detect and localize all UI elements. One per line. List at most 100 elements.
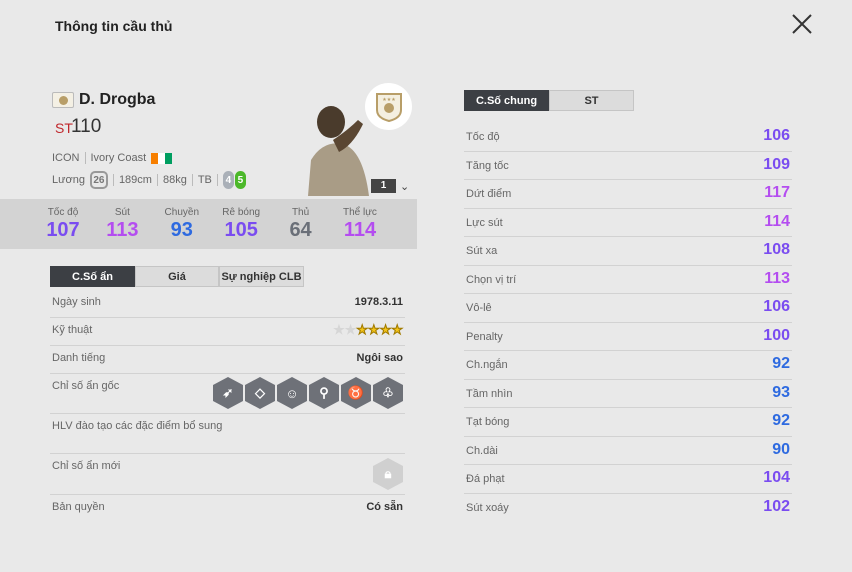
row-traits: Chỉ số ẩn gốc ➶ ◇ ☺ ⚲ ♉ ♧: [50, 374, 405, 414]
value: Ngôi sao: [356, 352, 403, 364]
stat-label: Chọn vị trí: [466, 273, 517, 286]
stat-value: 106: [763, 127, 790, 144]
stat-label: Tốc độ: [466, 131, 500, 143]
label: Bản quyền: [52, 501, 105, 513]
ivory-coast-flag-icon: [151, 152, 173, 164]
stat-value: 106: [763, 298, 790, 315]
lock-icon[interactable]: 🔒︎: [373, 458, 403, 490]
stat-value: 108: [763, 241, 790, 258]
stat-label: Tầm nhìn: [466, 387, 513, 400]
skill-foot-icon: 5: [234, 171, 246, 189]
stat-label: Sút: [114, 207, 130, 218]
stat-value: 92: [772, 412, 790, 429]
stat-label: Tạt bóng: [466, 416, 510, 428]
summary-stats: Tốc độ 107 Sút 113 Chuyền 93 Rê bóng 105 Thủ…: [0, 199, 417, 249]
level-selector[interactable]: 1: [371, 179, 396, 193]
stat-row: Tốc độ 106: [464, 123, 792, 152]
stat-value: 100: [763, 326, 790, 344]
star-filled-icon: ★: [391, 322, 403, 338]
trait-icons: ➶ ◇ ☺ ⚲ ♉ ♧: [211, 377, 403, 409]
summary-stat: Rê bóng 105: [216, 199, 266, 249]
stat-row: Sút xa 108: [464, 237, 792, 266]
player-physical: Lương 26 189cm 88kg TB 4 5: [52, 171, 246, 189]
bull-icon[interactable]: ♉: [341, 377, 371, 409]
stat-label: Dứt điểm: [466, 188, 512, 200]
stat-label: Thể lực: [342, 207, 377, 218]
label: Kỹ thuật: [52, 324, 93, 336]
player-name: D. Drogba: [79, 91, 156, 108]
stat-row: Vô-lê 106: [464, 294, 792, 323]
stat-label: Chuyền: [164, 207, 200, 218]
tab-price[interactable]: Giá: [135, 266, 219, 287]
weight: 88kg: [162, 174, 187, 186]
lungs-icon[interactable]: ♧: [373, 377, 403, 409]
season-label: ICON: [52, 152, 80, 164]
label: HLV đào tạo các đặc điểm bổ sung: [52, 420, 223, 432]
stat-label: Ch.dài: [466, 444, 498, 457]
label: Danh tiếng: [52, 352, 106, 364]
stat-row: Penalty 100: [464, 323, 792, 351]
row-coach-traits: HLV đào tạo các đặc điểm bổ sung: [50, 414, 405, 454]
stat-label: Ch.ngắn: [466, 359, 508, 371]
skill-stars: ★★★★★★: [333, 322, 403, 338]
label: Chỉ số ẩn gốc: [52, 380, 120, 392]
stat-value: 102: [763, 497, 790, 515]
finesse-shot-icon[interactable]: ➶: [213, 377, 243, 409]
icon-season-badge: [52, 92, 74, 108]
stat-label: Penalty: [466, 330, 503, 343]
star-filled-icon: ★: [356, 322, 369, 338]
power-header-icon[interactable]: ⚲: [309, 377, 339, 409]
summary-stat: Sút 113: [97, 199, 147, 249]
stat-value: 93: [772, 383, 790, 401]
stat-row: Ch.ngắn 92: [464, 351, 792, 380]
stat-value: 114: [764, 212, 790, 230]
row-birth: Ngày sinh 1978.3.11: [50, 290, 405, 318]
star-filled-icon: ★: [379, 322, 392, 338]
summary-stat: Tốc độ 107: [38, 199, 88, 249]
player-origin: ICON Ivory Coast: [52, 152, 173, 164]
row-reputation: Danh tiếng Ngôi sao: [50, 346, 405, 374]
tab-position-st[interactable]: ST: [549, 90, 634, 111]
salary-badge: 26: [89, 171, 108, 189]
diamond-icon[interactable]: ◇: [245, 377, 275, 409]
stat-value: 90: [772, 440, 790, 458]
row-skill: Kỹ thuật ★★★★★★: [50, 318, 405, 346]
stat-value: 105: [224, 219, 258, 241]
stat-label: Thủ: [291, 207, 310, 218]
stat-label: Rê bóng: [222, 207, 261, 218]
stat-value: 93: [170, 219, 193, 241]
close-x-icon[interactable]: [790, 12, 814, 36]
stat-row: Sút xoáy 102: [464, 494, 792, 523]
summary-stat: Chuyền 93: [157, 199, 207, 249]
star-filled-icon: ★: [368, 322, 380, 338]
stat-value: 109: [763, 155, 790, 173]
stat-label: Sút xoáy: [466, 501, 509, 514]
head-icon[interactable]: ☺: [277, 377, 307, 409]
left-tabs: C.Số ẩn Giá Sự nghiệp CLB: [50, 266, 304, 287]
stat-row: Tầm nhìn 93: [464, 380, 792, 408]
svg-text:★★★: ★★★: [382, 97, 396, 103]
player-position: ST: [55, 120, 73, 136]
stat-value: 64: [289, 219, 312, 241]
star-empty-icon: ★: [344, 322, 357, 337]
star-empty-icon: ★: [333, 322, 345, 337]
chevron-down-icon[interactable]: ⌄: [400, 181, 410, 193]
icon-crest-icon: ★★★: [365, 83, 412, 130]
stat-row: Tạt bóng 92: [464, 408, 792, 437]
row-new-traits: Chỉ số ẩn mới 🔒︎: [50, 454, 405, 495]
stat-label: Đá phạt: [466, 473, 505, 485]
stat-row: Đá phạt 104: [464, 465, 792, 494]
nation-label: Ivory Coast: [90, 152, 147, 164]
stat-value: 104: [763, 469, 790, 486]
value: 1978.3.11: [354, 296, 403, 308]
label: Chỉ số ẩn mới: [52, 460, 121, 472]
tab-hidden-stats[interactable]: C.Số ẩn: [50, 266, 135, 287]
right-tabs: C.Số chung ST: [464, 90, 634, 111]
tab-club-career[interactable]: Sự nghiệp CLB: [219, 266, 304, 287]
tab-general-stats[interactable]: C.Số chung: [464, 90, 549, 111]
weak-foot-icon: 4: [222, 171, 234, 189]
stat-label: Lực sút: [466, 216, 503, 229]
stat-value: 92: [772, 355, 790, 372]
stat-row: Lực sút 114: [464, 209, 792, 237]
stat-value: 113: [764, 269, 790, 287]
